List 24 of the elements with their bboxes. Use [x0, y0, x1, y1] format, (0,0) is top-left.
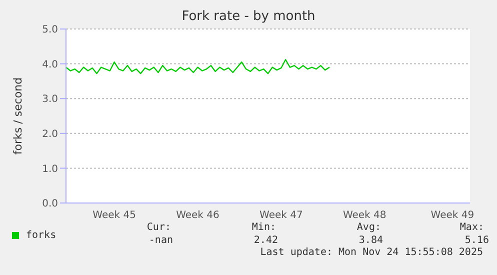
text: Min:: [252, 222, 276, 233]
text: 2.42: [254, 235, 278, 246]
text: 5.16: [464, 235, 489, 246]
y-tick-label: 4.0: [42, 59, 58, 70]
x-tick-label: Week 46: [176, 210, 220, 222]
y-tick-label: 2.0: [42, 128, 58, 140]
legend-label: forks: [25, 230, 56, 241]
y-tick-label: 3.0: [42, 94, 58, 106]
text: Max:: [460, 222, 484, 233]
text: Last update: Mon Nov 24 15:55:08 2025: [260, 247, 483, 258]
y-tick-label: 1.0: [42, 164, 58, 175]
text: 3.84: [358, 235, 383, 246]
x-tick-label: Week 47: [260, 210, 303, 222]
text: Cur:: [146, 222, 171, 233]
y-axis-title: forks / second: [12, 77, 24, 155]
y-tick-label: 5.0: [42, 24, 58, 36]
x-tick-label: Week 49: [430, 210, 474, 222]
chart-title: Fork rate - by month: [180, 9, 316, 24]
text: -nan: [148, 235, 173, 246]
x-tick-label: Week 48: [342, 210, 386, 222]
text: Avg:: [356, 222, 381, 233]
y-tick-label: 0.0: [42, 198, 58, 210]
x-tick-label: Week 45: [92, 210, 136, 222]
line-series: [65, 59, 330, 74]
